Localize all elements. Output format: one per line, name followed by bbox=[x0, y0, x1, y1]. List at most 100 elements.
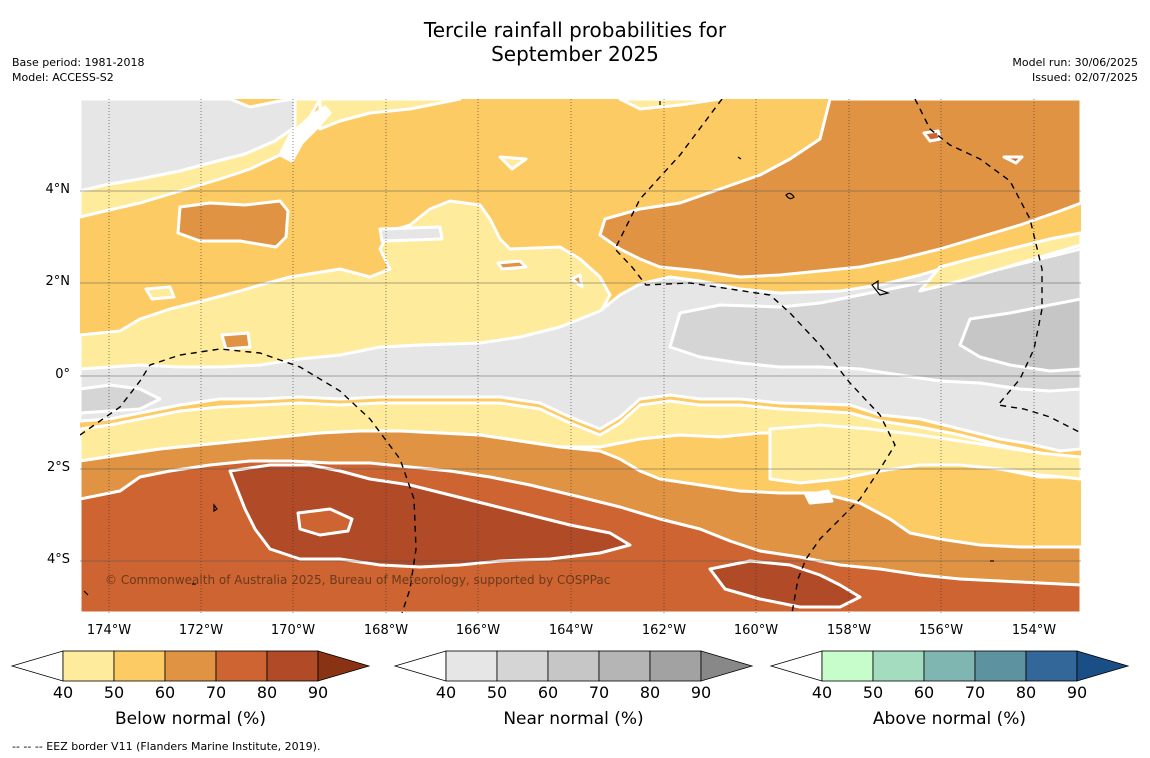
longitude-label: 158°W bbox=[826, 623, 872, 638]
map-gridlines bbox=[80, 99, 1081, 613]
colorbar-segment bbox=[821, 650, 874, 682]
below-70-80-inner-patch bbox=[296, 507, 354, 537]
longitude-label: 162°W bbox=[641, 623, 687, 638]
below-60-70-patch-d bbox=[496, 259, 528, 271]
near-normal-region-equator bbox=[80, 231, 1081, 453]
colorbar-tick: 70 bbox=[588, 683, 610, 702]
colorbar-segment bbox=[872, 650, 925, 682]
colorbar-tick: 60 bbox=[537, 683, 559, 702]
colorbar-tick: 50 bbox=[862, 683, 884, 702]
colorbar-tick: 70 bbox=[205, 683, 227, 702]
below-80-90-region-south-east bbox=[708, 559, 862, 609]
eez-footnote: -- -- -- EEZ border V11 (Flanders Marine… bbox=[12, 740, 321, 753]
below-60-70-region-a bbox=[176, 199, 290, 249]
colorbar-under-triangle bbox=[10, 650, 64, 682]
colorbar-tick: 40 bbox=[52, 683, 74, 702]
colorbar-tick: 80 bbox=[256, 683, 278, 702]
eez-border-west bbox=[80, 348, 417, 613]
latitude-label: 4°S bbox=[46, 552, 70, 567]
base-period: Base period: 1981-2018 bbox=[12, 56, 145, 69]
below-40-50-region-northwest bbox=[80, 99, 322, 219]
islands bbox=[83, 101, 994, 596]
colorbar-under-triangle bbox=[393, 650, 447, 682]
colorbar-segment bbox=[113, 650, 166, 682]
issued-date: Issued: 02/07/2025 bbox=[1031, 71, 1138, 84]
colorbar-tick: 80 bbox=[1015, 683, 1037, 702]
longitude-label: 154°W bbox=[1011, 623, 1057, 638]
title-line-1: Tercile rainfall probabilities for bbox=[423, 18, 727, 42]
colorbars bbox=[10, 650, 1130, 682]
below-60-70-patch-c bbox=[220, 331, 252, 351]
meta-left: Base period: 1981-2018 Model: ACCESS-S2 bbox=[12, 55, 144, 85]
colorbar-label: Above normal (%) bbox=[872, 709, 1027, 729]
colorbar-over-triangle bbox=[317, 650, 371, 682]
title-line-2: September 2025 bbox=[491, 42, 659, 66]
latitude-label: 0° bbox=[55, 367, 70, 382]
colorbar-label: Below normal (%) bbox=[115, 709, 266, 729]
below-40-50-region-north bbox=[318, 99, 462, 131]
below-60-70-region-northeast bbox=[598, 99, 1081, 279]
below-60-70-patch-i bbox=[1002, 155, 1024, 165]
eez-border-central bbox=[614, 99, 896, 613]
model-run: Model run: 30/06/2025 bbox=[1012, 56, 1138, 69]
latitude-label: 4°N bbox=[45, 182, 71, 197]
colorbar-under-triangle bbox=[769, 650, 823, 682]
colorbar-tick: 90 bbox=[1066, 683, 1088, 702]
near-normal-60-70-region-west bbox=[80, 383, 162, 415]
colorbar-tick: 60 bbox=[154, 683, 176, 702]
eez-border-east bbox=[914, 99, 1081, 434]
colorbar-tick: 90 bbox=[307, 683, 329, 702]
colorbar-tick: 50 bbox=[103, 683, 125, 702]
colorbar-segment bbox=[62, 650, 115, 682]
colorbar-segment bbox=[649, 650, 702, 682]
below-40-50-patch-g bbox=[804, 489, 834, 505]
model-name: Model: ACCESS-S2 bbox=[12, 71, 114, 84]
colorbar-segment bbox=[164, 650, 217, 682]
longitude-label: 174°W bbox=[86, 623, 132, 638]
below-40-boundary-north bbox=[278, 105, 332, 163]
below-40-50-patch-b bbox=[144, 285, 176, 301]
colorbar-segment bbox=[215, 650, 268, 682]
colorbar-tick: 90 bbox=[690, 683, 712, 702]
longitude-label: 170°W bbox=[270, 623, 316, 638]
rainfall-map bbox=[80, 99, 1081, 613]
longitude-label: 164°W bbox=[548, 623, 594, 638]
colorbar-tick: 80 bbox=[639, 683, 661, 702]
island-b bbox=[871, 279, 890, 296]
colorbar-segment bbox=[974, 650, 1027, 682]
below-40-50-patch-a bbox=[498, 155, 528, 171]
longitude-label: 168°W bbox=[363, 623, 409, 638]
below-40-50-region-northeast bbox=[918, 231, 1081, 293]
colorbar-tick: 70 bbox=[964, 683, 986, 702]
colorbar-segment bbox=[547, 650, 600, 682]
island-c bbox=[213, 503, 218, 513]
island-a bbox=[785, 192, 795, 200]
longitude-label: 160°W bbox=[733, 623, 779, 638]
below-80-90-region-south-west bbox=[228, 463, 632, 569]
colorbar-over-triangle bbox=[700, 650, 754, 682]
below-40-50-strip-north bbox=[618, 99, 722, 111]
colorbar-tick: 40 bbox=[811, 683, 833, 702]
colorbar-over-triangle bbox=[1076, 650, 1130, 682]
colorbar-label: Near normal (%) bbox=[503, 709, 644, 729]
island-g bbox=[737, 156, 742, 160]
longitude-label: 156°W bbox=[918, 623, 964, 638]
colorbar-segment bbox=[266, 650, 319, 682]
colorbar-segment bbox=[923, 650, 976, 682]
colorbar-tick: 50 bbox=[486, 683, 508, 702]
copyright-credit: © Commonwealth of Australia 2025, Bureau… bbox=[105, 573, 611, 587]
longitude-label: 172°W bbox=[178, 623, 224, 638]
near-normal-70-80-region-east bbox=[958, 297, 1081, 373]
longitude-label: 166°W bbox=[455, 623, 501, 638]
colorbar-tick: 60 bbox=[913, 683, 935, 702]
latitude-label: 2°N bbox=[45, 274, 71, 289]
colorbar-segment bbox=[598, 650, 651, 682]
colorbar-tick: 40 bbox=[435, 683, 457, 702]
island-e bbox=[83, 590, 89, 596]
near-normal-patch-f bbox=[378, 225, 444, 243]
colorbar-segment bbox=[1025, 650, 1078, 682]
colorbar-segment bbox=[496, 650, 549, 682]
below-40-50-region-south-east bbox=[768, 423, 1081, 485]
meta-right: Model run: 30/06/2025 Issued: 02/07/2025 bbox=[1012, 55, 1138, 85]
latitude-label: 2°S bbox=[46, 460, 70, 475]
